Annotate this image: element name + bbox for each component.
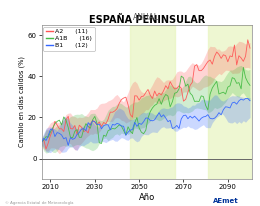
Legend: A2      (11), A1B      (16), B1      (12): A2 (11), A1B (16), B1 (12)	[43, 27, 95, 51]
Bar	[130, 25, 175, 179]
Title: ESPAÑA PENINSULAR: ESPAÑA PENINSULAR	[89, 15, 205, 25]
X-axis label: Año: Año	[139, 193, 155, 202]
Text: ANUAL: ANUAL	[133, 13, 159, 22]
Y-axis label: Cambio en días calidos (%): Cambio en días calidos (%)	[19, 56, 26, 147]
Bar	[208, 25, 252, 179]
Text: AEmet: AEmet	[213, 198, 239, 204]
Text: © Agencia Estatal de Meteorología: © Agencia Estatal de Meteorología	[5, 201, 74, 205]
